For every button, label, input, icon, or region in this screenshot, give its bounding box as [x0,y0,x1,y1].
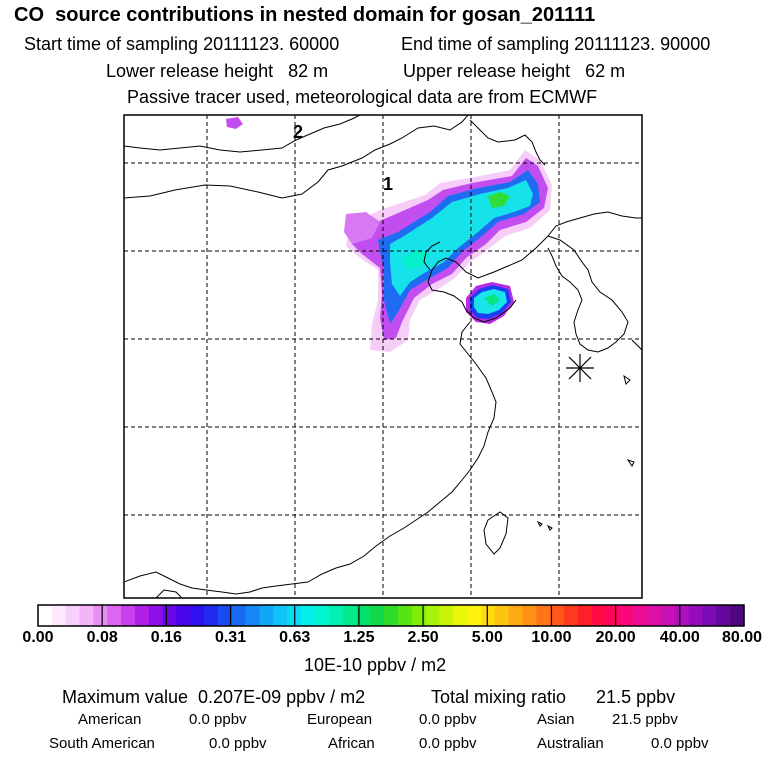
end-time-label: End time of sampling 20111123. 90000 [401,34,711,54]
map-label-1: 1 [383,174,393,194]
colorbar-tick-label: 0.00 [22,629,54,646]
colorbar-tick-label: 0.63 [279,629,311,646]
asian-label: Asian [537,711,575,728]
colorbar-tick-label: 40.00 [659,629,700,646]
lower-height-label: Lower release height 82 m [106,61,329,81]
plume-green-core [488,192,510,208]
coastlines [124,115,642,598]
north-blob [226,117,243,129]
european-value: 0.0 ppbv [419,711,477,728]
receptor-star-icon [566,354,594,382]
colorbar-tick-label: 0.08 [86,629,118,646]
colorbar-tick-label: 10.00 [531,629,572,646]
colorbar-tick-label: 1.25 [343,629,375,646]
colorbar-tick-label: 0.16 [150,629,182,646]
australian-value: 0.0 ppbv [651,735,709,752]
australian-label: Australian [537,735,604,752]
american-value: 0.0 ppbv [189,711,247,728]
african-value: 0.0 ppbv [419,735,477,752]
south-american-label: South American [49,735,155,752]
colorbar-tick-label: 2.50 [407,629,439,646]
plume-cyan [390,180,533,296]
american-label: American [78,711,142,728]
asian-value: 21.5 ppbv [612,711,678,728]
west-lobe [344,212,380,244]
plume-teal-core [402,250,430,270]
south-american-value: 0.0 ppbv [209,735,267,752]
colorbar-tick-label: 5.00 [471,629,503,646]
african-label: African [328,735,375,752]
map-label-2: 2 [293,122,303,142]
colorbar-tick-label: 20.00 [595,629,636,646]
european-label: European [307,711,373,728]
start-time-label: Start time of sampling 20111123. 60000 [24,34,340,54]
tracer-label: Passive tracer used, meteorological data… [127,87,598,107]
map-frame [123,114,643,599]
colorbar-unit-label: 10E-10 ppbv / m2 [304,655,447,675]
total-mixing-label: Total mixing ratio 21.5 ppbv [431,687,676,707]
shandong-green [484,294,500,306]
chart-title: CO source contributions in nested domain… [14,4,596,26]
max-value-label: Maximum value 0.207E-09 ppbv / m2 [62,687,366,707]
colorbar-tick-label: 80.00 [721,629,763,646]
upper-height-label: Upper release height 62 m [403,61,626,81]
colorbar-tick-label: 0.31 [214,629,247,646]
